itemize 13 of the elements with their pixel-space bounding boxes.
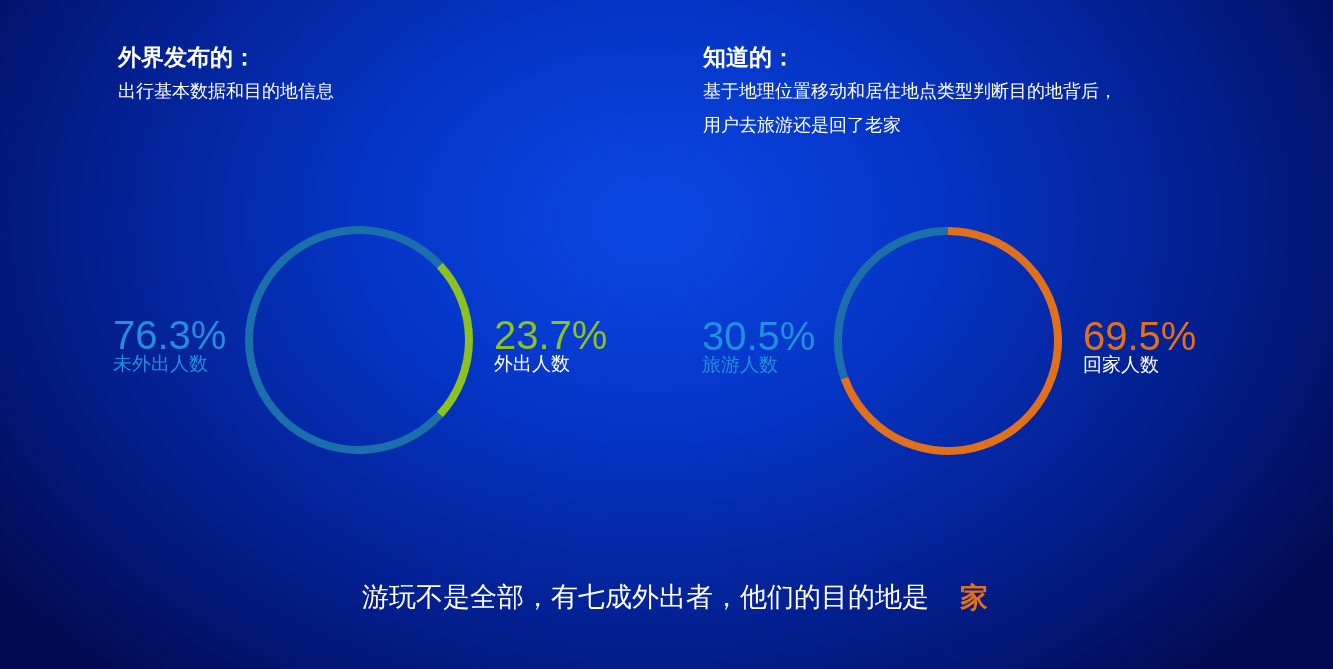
donut-slice	[834, 227, 948, 380]
text: 游玩不是全部，有七成外出者，他们的目的地是	[361, 582, 929, 612]
donut-slice	[840, 227, 1062, 455]
chart-subtitle: 基于地理位置移动和居住地点类型判断目的地背后，用户去旅游还是回了老家	[703, 81, 1117, 135]
chart-title: 知道的：	[702, 44, 795, 70]
text: 家	[959, 582, 988, 613]
slice-label: 未外出人数	[113, 353, 208, 374]
chart-title: 外界发布的：	[117, 44, 256, 70]
chart-subtitle: 出行基本数据和目的地信息	[118, 81, 334, 101]
slice-label: 外出人数	[494, 353, 570, 374]
donut-slice	[245, 226, 443, 454]
slice-label: 旅游人数	[702, 354, 778, 375]
donut-slice	[436, 262, 473, 418]
